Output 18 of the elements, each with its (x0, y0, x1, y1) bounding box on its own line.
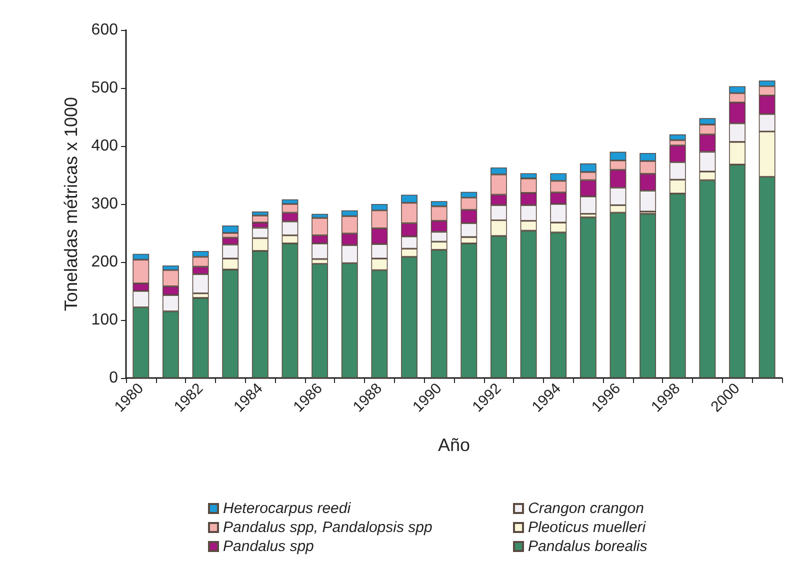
y-tick-label: 300 (91, 196, 118, 212)
y-tick-label: 200 (91, 254, 118, 270)
legend-label: Pandalus spp (223, 538, 314, 555)
bar (640, 214, 656, 378)
legend-label: Pandalus spp, Pandalopsis spp (223, 519, 432, 536)
bar (192, 298, 209, 378)
bar (580, 217, 596, 378)
y-tick-label: 0 (109, 370, 118, 386)
x-axis-title: Año (438, 435, 470, 455)
legend-label: Pandalus borealis (528, 538, 648, 555)
y-tick-label: 100 (91, 312, 118, 328)
y-tick-label: 500 (91, 80, 118, 96)
legend-label: Heterocarpus reedi (223, 500, 352, 517)
y-tick-label: 600 (91, 22, 118, 38)
y-axis-title: Toneladas métricas x 1000 (61, 96, 81, 312)
legend-label: Pleoticus muelleri (528, 519, 646, 536)
y-tick-label: 400 (91, 138, 118, 154)
legend-label: Crangon crangon (528, 500, 644, 517)
